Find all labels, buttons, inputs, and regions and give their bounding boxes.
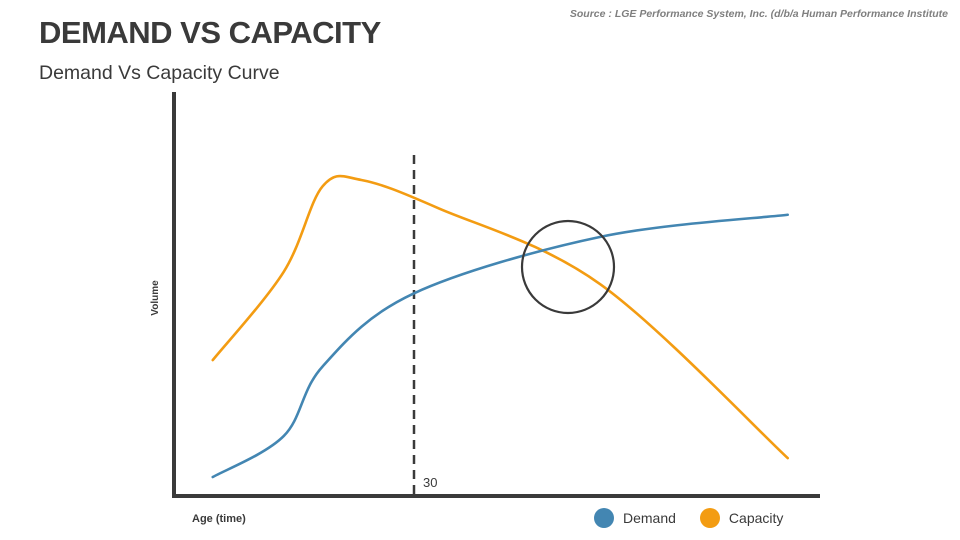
crossover-highlight-circle [520, 219, 616, 315]
y-axis-label: Volume [150, 280, 161, 316]
legend-label-capacity: Capacity [728, 510, 784, 526]
series-line-capacity [211, 174, 789, 460]
age-marker-label: 30 [423, 475, 437, 490]
legend-item-demand: Demand [594, 508, 676, 528]
page-title: DEMAND VS CAPACITY [39, 15, 381, 50]
x-axis-label: Age (time) [192, 513, 246, 525]
chart-subtitle: Demand Vs Capacity Curve [39, 62, 280, 84]
series-line-demand [211, 213, 789, 479]
legend-swatch-demand [594, 508, 614, 528]
legend: Demand Capacity [594, 508, 807, 528]
source-note: Source : LGE Performance System, Inc. (d… [569, 8, 948, 20]
legend-label-demand: Demand [623, 510, 676, 526]
legend-swatch-capacity [699, 508, 720, 528]
legend-item-capacity: Capacity [699, 508, 784, 528]
